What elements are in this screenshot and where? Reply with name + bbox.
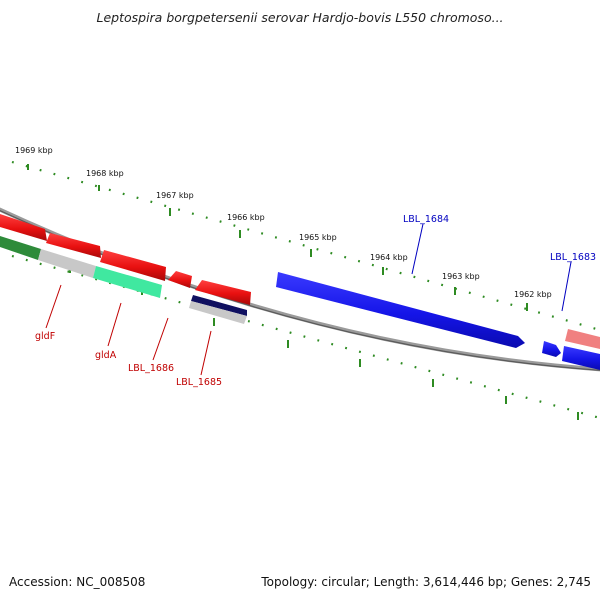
leader-lines: [45, 223, 572, 376]
gene-green[interactable]: [0, 236, 41, 260]
ruler-label: 1966 kbp: [227, 213, 265, 222]
gene-label[interactable]: LBL_1686: [128, 363, 174, 374]
inner-track-genes: [0, 236, 247, 324]
gene-label[interactable]: gldA: [95, 350, 117, 361]
leader-line: [107, 302, 122, 347]
gene-gray-1[interactable]: [38, 249, 96, 278]
gene-label[interactable]: LBL_1683: [550, 252, 596, 263]
gene-lbl-1684[interactable]: [276, 272, 525, 348]
ruler-label: 1969 kbp: [15, 146, 53, 155]
leader-line: [45, 284, 62, 329]
gene-label[interactable]: LBL_1685: [176, 377, 222, 388]
gene-lbl-1683-fragment[interactable]: [542, 341, 561, 357]
gene-lbl-1686[interactable]: [168, 271, 192, 288]
gene-navy[interactable]: [191, 295, 247, 316]
ruler-label: 1968 kbp: [86, 169, 124, 178]
forward-strand-genes: [276, 272, 600, 370]
ruler-label: 1964 kbp: [370, 253, 408, 262]
gene-teal[interactable]: [93, 266, 162, 298]
leader-line: [411, 223, 424, 275]
ruler-label: 1965 kbp: [299, 233, 337, 242]
gene-gray-2[interactable]: [189, 301, 247, 324]
leader-line: [200, 330, 212, 376]
reverse-strand-genes: [0, 214, 251, 305]
leader-line: [152, 317, 169, 361]
gene-lbl-1683[interactable]: [562, 346, 600, 370]
gene-lbl-1685[interactable]: [195, 280, 251, 305]
gene-label[interactable]: gldF: [35, 331, 55, 342]
ruler-label: 1967 kbp: [156, 191, 194, 200]
gene-gldA[interactable]: [100, 250, 166, 281]
genome-summary-text: Topology: circular; Length: 3,614,446 bp…: [261, 575, 591, 589]
gene-label[interactable]: LBL_1684: [403, 214, 449, 225]
accession-text: Accession: NC_008508: [9, 575, 146, 589]
ruler-label-group: 1969 kbp 1968 kbp 1967 kbp 1966 kbp 1965…: [15, 146, 552, 299]
gene-label-group: LBL_1684 LBL_1683 gldF gldA LBL_1686 LBL…: [35, 214, 596, 388]
gene-gldF[interactable]: [46, 233, 101, 258]
gene-pink[interactable]: [565, 329, 600, 349]
outer-ruler: [11, 160, 600, 332]
gene-red-edge[interactable]: [0, 214, 47, 241]
ruler-label: 1963 kbp: [442, 272, 480, 281]
map-title: Leptospira borgpetersenii serovar Hardjo…: [96, 10, 504, 25]
ruler-label: 1962 kbp: [514, 290, 552, 299]
leader-line: [561, 261, 572, 312]
